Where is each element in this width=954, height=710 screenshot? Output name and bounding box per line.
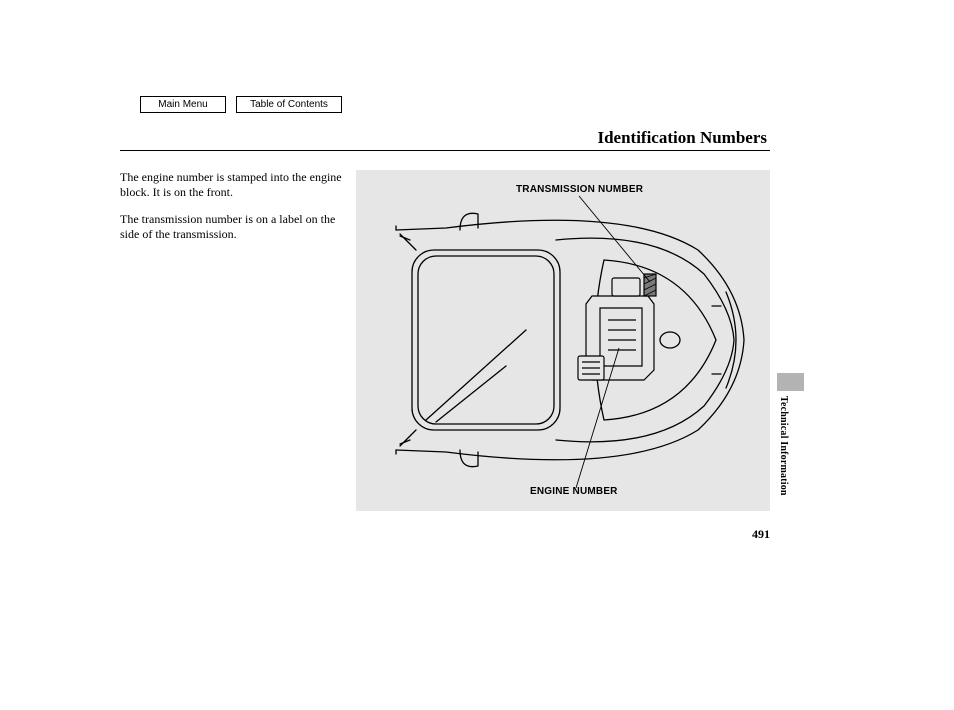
nav-buttons: Main Menu Table of Contents — [140, 96, 342, 113]
engine-number-label: ENGINE NUMBER — [530, 486, 618, 497]
section-label: Technical Information — [778, 396, 789, 496]
section-tab — [777, 373, 804, 391]
page-title: Identification Numbers — [597, 128, 767, 148]
paragraph-2: The transmission number is on a label on… — [120, 212, 350, 242]
paragraph-1: The engine number is stamped into the en… — [120, 170, 350, 200]
engine-diagram: TRANSMISSION NUMBER ENGINE NUMBER — [356, 170, 770, 511]
title-rule — [120, 150, 770, 151]
main-menu-button[interactable]: Main Menu — [140, 96, 226, 113]
table-of-contents-button[interactable]: Table of Contents — [236, 96, 342, 113]
body-text: The engine number is stamped into the en… — [120, 170, 350, 254]
page-number: 491 — [752, 527, 770, 542]
car-diagram-svg — [356, 170, 770, 511]
transmission-number-label: TRANSMISSION NUMBER — [516, 184, 643, 195]
